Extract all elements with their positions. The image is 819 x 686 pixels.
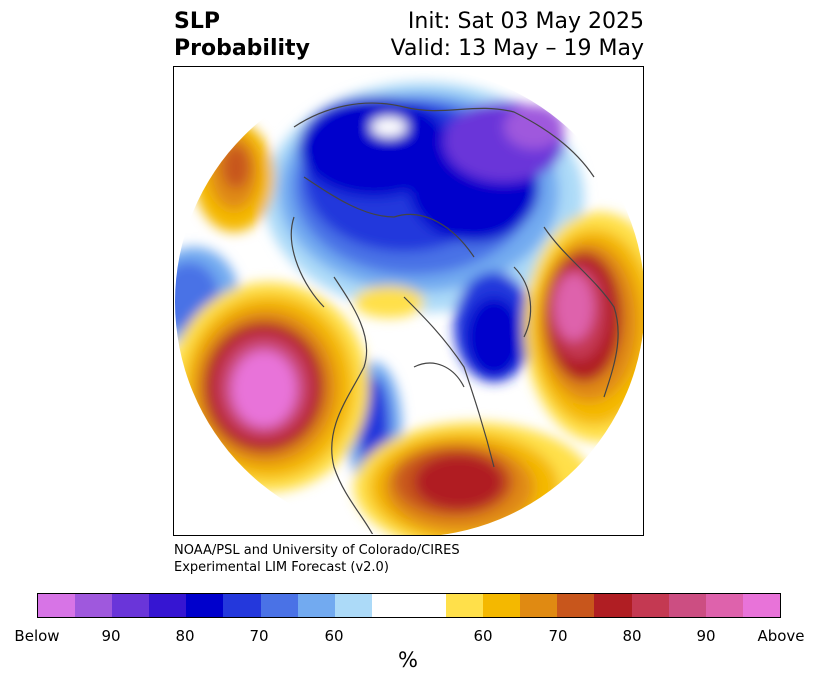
colorbar-tick-label: 90	[101, 627, 121, 645]
colorbar-segment	[112, 594, 150, 617]
colorbar-tick-label: 80	[175, 627, 195, 645]
colorbar-segment	[631, 594, 669, 617]
colorbar-tick-label: 90	[696, 627, 716, 645]
title-variable: SLP	[174, 9, 220, 34]
valid-range: Valid: 13 May – 19 May	[390, 36, 644, 61]
colorbar-segment	[446, 594, 484, 617]
title-right: Init: Sat 03 May 2025 Valid: 13 May – 19…	[391, 8, 644, 62]
colorbar-labels: Below 90 80 70 60 60 70 80 90 Above	[0, 627, 819, 647]
colorbar-segment	[223, 594, 261, 617]
colorbar-unit: %	[398, 648, 418, 672]
coastlines	[290, 102, 619, 535]
probability-field	[175, 67, 643, 535]
colorbar-tick-label: Below	[14, 627, 60, 645]
colorbar-segment	[38, 594, 76, 617]
colorbar-segment	[594, 594, 632, 617]
polar-map-svg	[175, 67, 643, 535]
colorbar-segment	[75, 594, 113, 617]
colorbar-segment	[334, 594, 372, 617]
colorbar-tick-label: 80	[622, 627, 642, 645]
title-product: Probability	[174, 36, 310, 61]
credit-line2: Experimental LIM Forecast (v2.0)	[174, 560, 389, 575]
colorbar-tick-label: 60	[473, 627, 493, 645]
colorbar-segment	[297, 594, 335, 617]
colorbar-segment	[668, 594, 706, 617]
colorbar-segment	[742, 594, 780, 617]
colorbar-segment	[260, 594, 298, 617]
credit-line1: NOAA/PSL and University of Colorado/CIRE…	[174, 543, 460, 558]
colorbar-tick-label: 70	[249, 627, 269, 645]
colorbar-segment	[408, 594, 447, 617]
colorbar-tick-label: 70	[548, 627, 568, 645]
colorbar-segment	[557, 594, 595, 617]
colorbar-segment	[520, 594, 558, 617]
init-date: Init: Sat 03 May 2025	[407, 9, 644, 34]
colorbar-segment	[705, 594, 743, 617]
colorbar-segment	[149, 594, 187, 617]
colorbar-tick-label: Above	[757, 627, 805, 645]
colorbar-tick-label: 60	[324, 627, 344, 645]
title-left: SLP Probability	[174, 8, 310, 62]
credit: NOAA/PSL and University of Colorado/CIRE…	[174, 542, 460, 576]
colorbar-segment	[483, 594, 521, 617]
colorbar	[37, 593, 781, 618]
colorbar-segment	[186, 594, 224, 617]
colorbar-segment	[371, 594, 409, 617]
forecast-map	[173, 66, 644, 536]
